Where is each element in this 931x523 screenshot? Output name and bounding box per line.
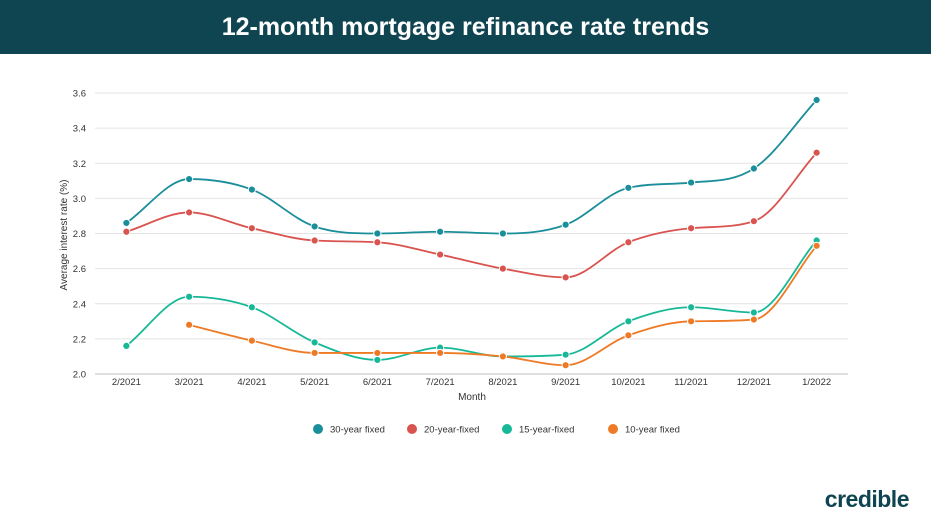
data-point xyxy=(749,308,758,317)
data-point xyxy=(247,185,256,194)
data-point xyxy=(561,350,570,359)
legend-label: 10-year fixed xyxy=(625,425,680,436)
data-point xyxy=(749,164,758,173)
chart-title: 12-month mortgage refinance rate trends xyxy=(221,12,710,41)
x-tick-label: 5/2021 xyxy=(300,377,329,388)
data-point xyxy=(498,229,507,238)
series-line xyxy=(188,245,818,367)
data-point xyxy=(687,178,696,187)
y-tick-label: 2.8 xyxy=(73,229,86,240)
legend-marker xyxy=(608,424,618,434)
data-point xyxy=(749,315,758,324)
x-tick-label: 6/2021 xyxy=(363,377,392,388)
data-point xyxy=(310,222,319,231)
y-tick-label: 2.0 xyxy=(73,370,86,381)
series-line xyxy=(125,239,818,361)
data-point xyxy=(561,273,570,282)
x-tick-label: 8/2021 xyxy=(488,377,517,388)
data-point xyxy=(561,361,570,370)
legend: 30-year fixed 20-year-fixed 15-year-fixed 1… xyxy=(313,424,680,436)
data-point xyxy=(812,241,821,250)
data-point xyxy=(247,303,256,312)
series-1 xyxy=(122,95,821,238)
data-point xyxy=(749,217,758,226)
x-tick-label: 12/2021 xyxy=(737,377,771,388)
data-point xyxy=(185,292,194,301)
credible-logo: credible xyxy=(824,486,910,512)
y-tick-label: 2.4 xyxy=(73,299,86,310)
data-point xyxy=(561,220,570,229)
legend-label: 30-year fixed xyxy=(330,425,385,436)
data-point xyxy=(310,236,319,245)
series-line xyxy=(125,99,818,235)
y-tick-label: 3.2 xyxy=(73,159,86,170)
data-point xyxy=(624,183,633,192)
data-point xyxy=(185,320,194,329)
legend-marker xyxy=(407,424,417,434)
legend-label: 20-year-fixed xyxy=(424,425,479,436)
line-chart: 2.0 2.2 2.4 2.6 2.8 3.0 3.2 3.4 3.6 2/2021 3/2021… xyxy=(59,89,848,436)
data-point xyxy=(310,348,319,358)
data-point xyxy=(687,224,696,233)
data-point xyxy=(687,303,696,312)
x-tick-label: 4/2021 xyxy=(237,377,266,388)
series-lines xyxy=(122,95,821,370)
x-tick-label: 9/2021 xyxy=(551,377,580,388)
legend-item: 20-year-fixed xyxy=(407,424,479,436)
data-point xyxy=(247,336,256,345)
data-point xyxy=(122,341,131,350)
series-3 xyxy=(122,236,821,365)
data-point xyxy=(373,348,382,358)
x-tick-label: 1/2022 xyxy=(802,377,831,388)
data-point xyxy=(436,227,445,236)
series-2 xyxy=(122,148,821,282)
legend-item: 15-year-fixed xyxy=(502,424,574,436)
data-point xyxy=(812,95,821,105)
data-point xyxy=(624,317,633,326)
data-point xyxy=(185,208,194,217)
x-axis-ticks: 2/2021 3/2021 4/2021 5/2021 6/2021 7/2021 8/20… xyxy=(112,377,831,388)
data-point xyxy=(624,331,633,340)
data-point xyxy=(310,338,319,347)
title-banner: 12-month mortgage refinance rate trends xyxy=(0,0,931,54)
x-tick-label: 10/2021 xyxy=(611,377,645,388)
data-point xyxy=(122,218,131,228)
data-point xyxy=(687,317,696,326)
legend-label: 15-year-fixed xyxy=(519,425,574,436)
series-4 xyxy=(185,241,821,370)
x-tick-label: 3/2021 xyxy=(175,377,204,388)
legend-item: 10-year fixed xyxy=(608,424,680,436)
x-tick-label: 2/2021 xyxy=(112,377,141,388)
y-tick-label: 3.4 xyxy=(73,124,86,135)
legend-marker xyxy=(502,424,512,434)
data-point xyxy=(373,238,382,247)
y-tick-label: 3.0 xyxy=(73,194,86,205)
y-tick-label: 2.2 xyxy=(73,334,86,345)
y-axis-ticks: 2.0 2.2 2.4 2.6 2.8 3.0 3.2 3.4 3.6 xyxy=(73,89,86,381)
x-tick-label: 11/2021 xyxy=(674,377,708,388)
data-point xyxy=(436,348,445,358)
data-point xyxy=(185,174,194,184)
y-tick-label: 2.6 xyxy=(73,264,86,275)
data-point xyxy=(436,250,445,259)
y-tick-label: 3.6 xyxy=(73,89,86,100)
series-line xyxy=(126,152,818,279)
data-point xyxy=(373,229,382,238)
x-tick-label: 7/2021 xyxy=(426,377,455,388)
legend-marker xyxy=(313,424,323,434)
data-point xyxy=(498,352,507,361)
data-point xyxy=(624,238,633,247)
data-point xyxy=(373,355,382,365)
data-point xyxy=(122,227,131,236)
data-point xyxy=(247,224,256,233)
data-point xyxy=(812,148,821,157)
x-axis-label: Month xyxy=(458,392,486,403)
y-axis-label: Average interest rate (%) xyxy=(59,180,70,291)
data-point xyxy=(498,264,507,273)
legend-item: 30-year fixed xyxy=(313,424,385,436)
